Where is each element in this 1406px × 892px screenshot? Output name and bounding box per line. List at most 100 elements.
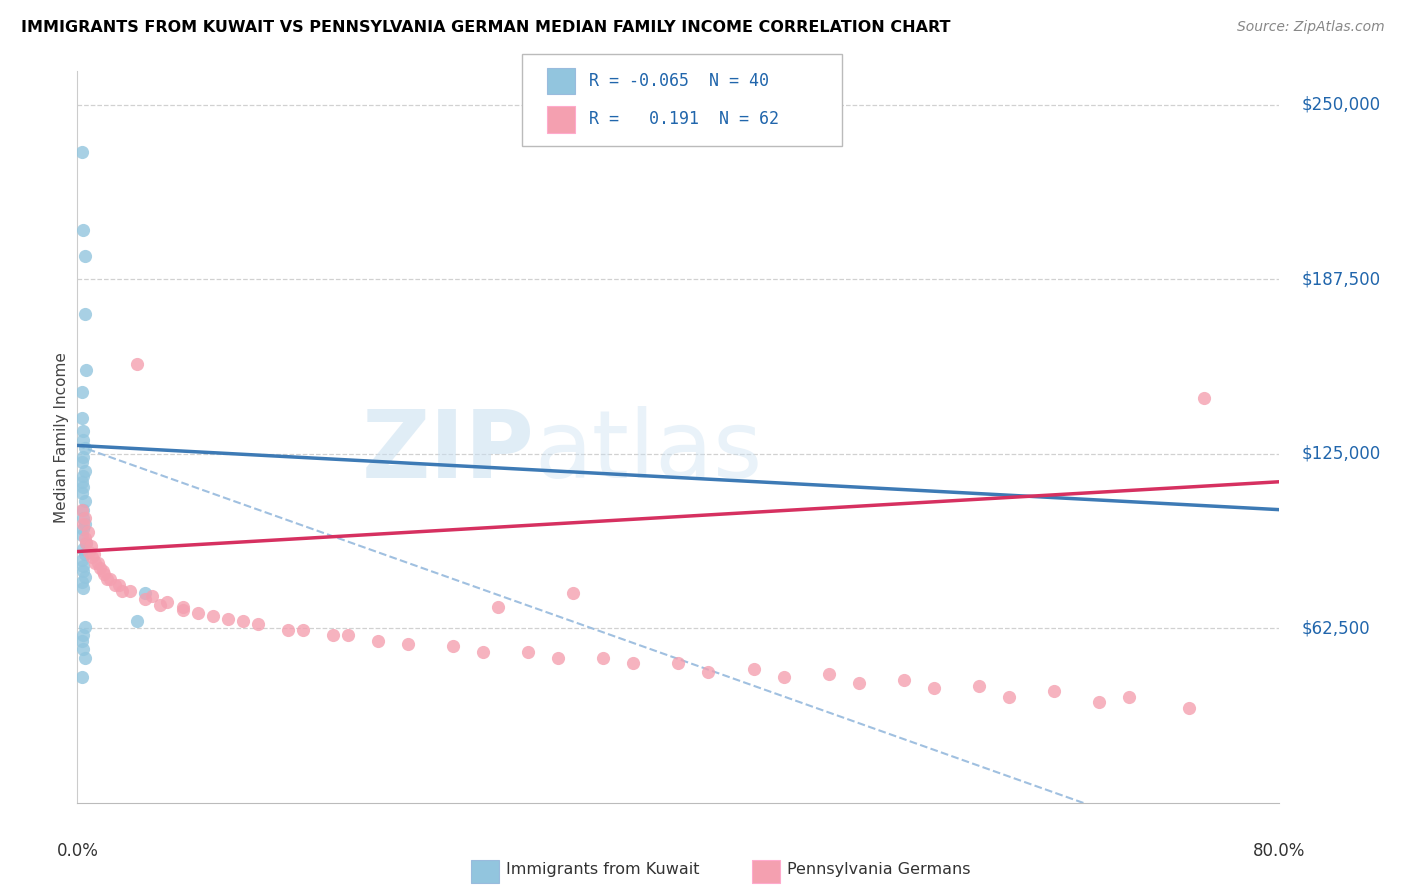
Point xyxy=(73,442,96,456)
Point xyxy=(246,617,269,632)
Point xyxy=(1043,684,1066,698)
Point xyxy=(72,511,94,525)
Point xyxy=(472,645,495,659)
Point xyxy=(70,633,93,648)
Point xyxy=(73,494,96,508)
Point xyxy=(72,223,94,237)
Point xyxy=(72,433,94,447)
Point xyxy=(127,615,149,629)
Point xyxy=(70,385,93,400)
Point xyxy=(70,145,93,160)
Point xyxy=(70,475,93,489)
Point xyxy=(80,539,103,553)
Point xyxy=(517,645,540,659)
Point xyxy=(89,561,111,575)
Point xyxy=(1178,701,1201,715)
Point xyxy=(72,642,94,657)
Point xyxy=(817,667,839,681)
Point xyxy=(186,606,209,620)
Text: 0.0%: 0.0% xyxy=(56,842,98,860)
Point xyxy=(70,575,93,590)
Point xyxy=(697,665,720,679)
Point xyxy=(277,623,299,637)
Point xyxy=(82,550,104,565)
Point xyxy=(1088,695,1111,709)
Point xyxy=(72,425,94,439)
Point xyxy=(742,662,765,676)
Text: Source: ZipAtlas.com: Source: ZipAtlas.com xyxy=(1237,20,1385,34)
Point xyxy=(75,363,97,377)
Point xyxy=(134,586,156,600)
Text: R = -0.065  N = 40: R = -0.065 N = 40 xyxy=(589,72,769,90)
Point xyxy=(73,464,96,478)
Point xyxy=(893,673,915,687)
Point xyxy=(79,544,101,558)
Point xyxy=(72,541,94,556)
Text: Pennsylvania Germans: Pennsylvania Germans xyxy=(787,863,972,877)
Text: $125,000: $125,000 xyxy=(1302,445,1381,463)
Point xyxy=(75,536,97,550)
Y-axis label: Median Family Income: Median Family Income xyxy=(53,351,69,523)
Point xyxy=(922,681,945,696)
Point xyxy=(172,603,194,617)
Point xyxy=(336,628,359,642)
Point xyxy=(668,657,690,671)
Point xyxy=(70,528,93,542)
Point xyxy=(72,502,94,516)
Point xyxy=(396,637,419,651)
Text: $187,500: $187,500 xyxy=(1302,270,1381,288)
Point xyxy=(72,564,94,578)
Point xyxy=(127,358,149,372)
Point xyxy=(70,486,93,500)
Point xyxy=(91,564,114,578)
Point xyxy=(72,558,94,573)
Text: ZIP: ZIP xyxy=(361,406,534,498)
Point xyxy=(998,690,1021,704)
Point xyxy=(73,620,96,634)
Point xyxy=(96,573,118,587)
Point xyxy=(87,556,110,570)
Point xyxy=(72,628,94,642)
Point xyxy=(118,583,141,598)
Point xyxy=(73,307,96,321)
Point xyxy=(73,516,96,531)
Point xyxy=(291,623,314,637)
Point xyxy=(72,581,94,595)
Point xyxy=(70,410,93,425)
Point xyxy=(201,608,224,623)
Point xyxy=(149,598,172,612)
Text: IMMIGRANTS FROM KUWAIT VS PENNSYLVANIA GERMAN MEDIAN FAMILY INCOME CORRELATION C: IMMIGRANTS FROM KUWAIT VS PENNSYLVANIA G… xyxy=(21,20,950,35)
Point xyxy=(72,469,94,483)
Point xyxy=(141,589,163,603)
Point xyxy=(70,553,93,567)
Point xyxy=(108,578,131,592)
Point xyxy=(76,524,98,539)
Point xyxy=(772,670,794,684)
Point xyxy=(156,595,179,609)
Point xyxy=(73,569,96,583)
Point xyxy=(486,600,509,615)
Point xyxy=(73,650,96,665)
Point xyxy=(592,650,614,665)
Point xyxy=(621,657,644,671)
Point xyxy=(83,547,105,561)
Point xyxy=(547,650,569,665)
Point xyxy=(70,502,93,516)
Point xyxy=(73,547,96,561)
Text: Immigrants from Kuwait: Immigrants from Kuwait xyxy=(506,863,700,877)
Point xyxy=(72,480,94,494)
Point xyxy=(72,522,94,536)
Point xyxy=(93,566,115,581)
Point xyxy=(232,615,254,629)
Point xyxy=(848,675,870,690)
Point xyxy=(134,592,156,607)
Point xyxy=(70,455,93,469)
Point xyxy=(72,450,94,464)
Text: $250,000: $250,000 xyxy=(1302,95,1381,114)
Point xyxy=(84,556,107,570)
Point xyxy=(73,249,96,263)
Point xyxy=(111,583,134,598)
Text: $62,500: $62,500 xyxy=(1302,619,1371,637)
Point xyxy=(75,536,97,550)
Point xyxy=(1194,391,1216,405)
